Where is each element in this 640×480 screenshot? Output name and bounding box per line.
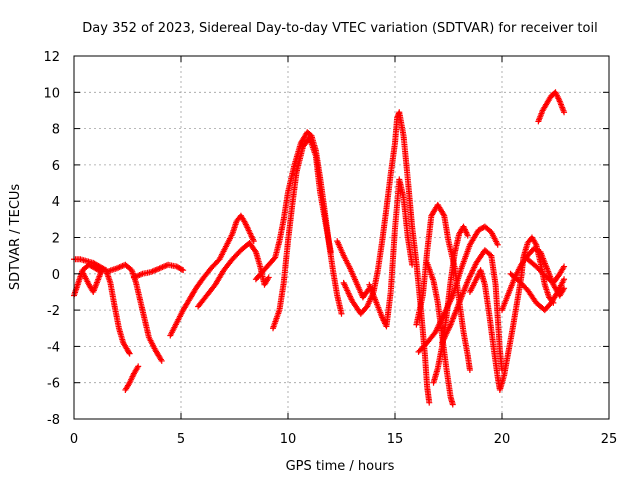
data-point bbox=[126, 350, 133, 357]
data-point bbox=[464, 232, 471, 239]
data-point bbox=[157, 356, 164, 363]
y-tick-label: 8 bbox=[52, 123, 60, 138]
data-point bbox=[449, 401, 456, 408]
data-point bbox=[250, 238, 257, 245]
x-tick-label: 5 bbox=[177, 432, 185, 447]
data-point bbox=[178, 266, 185, 273]
y-tick-label: -6 bbox=[47, 377, 60, 392]
grid bbox=[74, 56, 609, 419]
data-point bbox=[125, 349, 132, 356]
x-tick-label: 15 bbox=[387, 432, 404, 447]
series-arc-15 bbox=[415, 223, 501, 355]
data-point bbox=[265, 274, 272, 281]
series-arc-12 bbox=[340, 109, 433, 406]
y-tick-label: 4 bbox=[52, 195, 60, 210]
y-tick-label: 6 bbox=[52, 159, 60, 174]
data-point bbox=[561, 263, 568, 270]
data-point bbox=[338, 310, 345, 317]
data-point bbox=[426, 399, 433, 406]
y-tick-label: -8 bbox=[47, 413, 60, 428]
data-markers bbox=[71, 89, 568, 408]
y-tick-label: -2 bbox=[47, 304, 60, 319]
series-arc-10 bbox=[270, 134, 334, 332]
x-tick-label: 25 bbox=[601, 432, 618, 447]
data-point bbox=[158, 357, 165, 364]
y-tick-label: 10 bbox=[43, 86, 60, 101]
series-arc-4 bbox=[122, 363, 142, 393]
y-tick-label: 2 bbox=[52, 232, 60, 247]
y-tick-label: 12 bbox=[43, 50, 60, 65]
data-point bbox=[561, 276, 568, 283]
y-tick-label: 0 bbox=[52, 268, 60, 283]
data-point bbox=[98, 267, 105, 274]
series-arc-18 bbox=[439, 247, 505, 373]
series-arc-3 bbox=[79, 267, 105, 295]
data-point bbox=[494, 241, 501, 248]
data-point bbox=[251, 247, 258, 254]
x-tick-label: 10 bbox=[280, 432, 297, 447]
series-arc-22 bbox=[535, 89, 568, 125]
chart-title: Day 352 of 2023, Sidereal Day-to-day VTE… bbox=[82, 21, 597, 36]
axis-ticks: 0 5 10 15 20 25 -8 -6 -4 -2 0 2 4 6 8 10 12 bbox=[43, 50, 617, 447]
y-axis-label: SDTVAR / TECUs bbox=[8, 184, 23, 291]
data-point bbox=[409, 261, 416, 268]
series-arc-6 bbox=[130, 261, 187, 281]
data-point bbox=[135, 363, 142, 370]
y-tick-label: -4 bbox=[47, 340, 60, 355]
series-arc-23 bbox=[524, 256, 568, 286]
x-axis-label: GPS time / hours bbox=[286, 459, 395, 474]
x-tick-label: 20 bbox=[494, 432, 511, 447]
series-arc-21 bbox=[507, 270, 568, 314]
data-point bbox=[180, 267, 187, 274]
series-arc-13 bbox=[366, 176, 416, 330]
x-tick-label: 0 bbox=[70, 432, 78, 447]
series-arc-7 bbox=[167, 212, 257, 339]
data-point bbox=[466, 366, 473, 373]
data-point bbox=[327, 249, 334, 256]
series-arc-11 bbox=[334, 238, 373, 301]
data-point bbox=[561, 109, 568, 116]
data-point bbox=[440, 211, 447, 218]
